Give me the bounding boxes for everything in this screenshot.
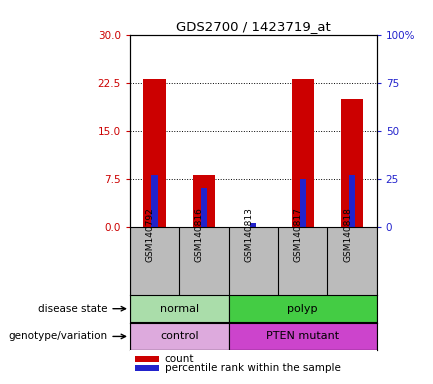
Text: polyp: polyp (288, 304, 318, 314)
Bar (341, 99, 363, 227)
Text: count: count (165, 354, 194, 364)
Title: GDS2700 / 1423719_at: GDS2700 / 1423719_at (176, 20, 331, 33)
Bar (193, 175, 215, 227)
Text: disease state: disease state (38, 304, 108, 314)
Bar (349, 175, 355, 227)
Text: GSM140817: GSM140817 (294, 207, 303, 262)
Text: GSM140813: GSM140813 (244, 207, 253, 262)
Text: genotype/variation: genotype/variation (9, 331, 108, 341)
Text: percentile rank within the sample: percentile rank within the sample (165, 363, 341, 373)
Text: GSM140792: GSM140792 (145, 207, 155, 262)
Text: GSM140818: GSM140818 (343, 207, 352, 262)
Bar (135, 365, 159, 371)
Text: PTEN mutant: PTEN mutant (266, 331, 339, 341)
Text: GSM140816: GSM140816 (195, 207, 204, 262)
Text: normal: normal (160, 304, 199, 314)
Bar (291, 79, 314, 227)
FancyBboxPatch shape (130, 295, 229, 322)
Text: control: control (160, 331, 199, 341)
FancyBboxPatch shape (130, 323, 229, 350)
Bar (250, 223, 256, 227)
Bar (135, 356, 159, 362)
Bar (143, 79, 166, 227)
FancyBboxPatch shape (229, 323, 377, 350)
Bar (201, 188, 207, 227)
Bar (152, 175, 158, 227)
FancyBboxPatch shape (229, 295, 377, 322)
Bar (300, 179, 306, 227)
